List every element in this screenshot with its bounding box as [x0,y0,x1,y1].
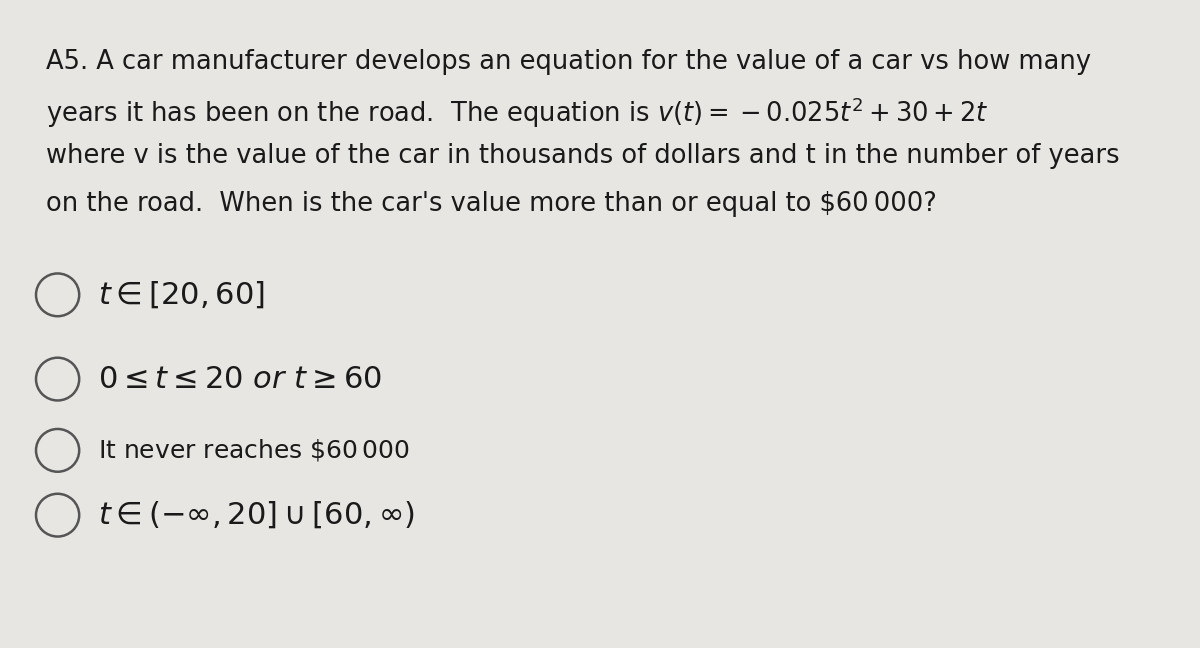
Text: A5. A car manufacturer develops an equation for the value of a car vs how many: A5. A car manufacturer develops an equat… [46,49,1091,75]
Text: years it has been on the road.  The equation is $v(t) = -0.025t^2 + 30 + 2t$: years it has been on the road. The equat… [46,96,989,130]
Text: on the road.  When is the car's value more than or equal to $60 000?: on the road. When is the car's value mor… [46,191,936,216]
Text: $0 \leq t \leq 20$ $\mathit{or}$ $t \geq 60$: $0 \leq t \leq 20$ $\mathit{or}$ $t \geq… [98,365,383,393]
Text: $t \in [20, 60]$: $t \in [20, 60]$ [98,279,265,310]
Text: where v is the value of the car in thousands of dollars and t in the number of y: where v is the value of the car in thous… [46,143,1120,169]
Text: It never reaches $\$60\,000$: It never reaches $\$60\,000$ [98,437,410,463]
Text: $t \in (-\infty, 20] \cup [60, \infty)$: $t \in (-\infty, 20] \cup [60, \infty)$ [98,500,415,531]
